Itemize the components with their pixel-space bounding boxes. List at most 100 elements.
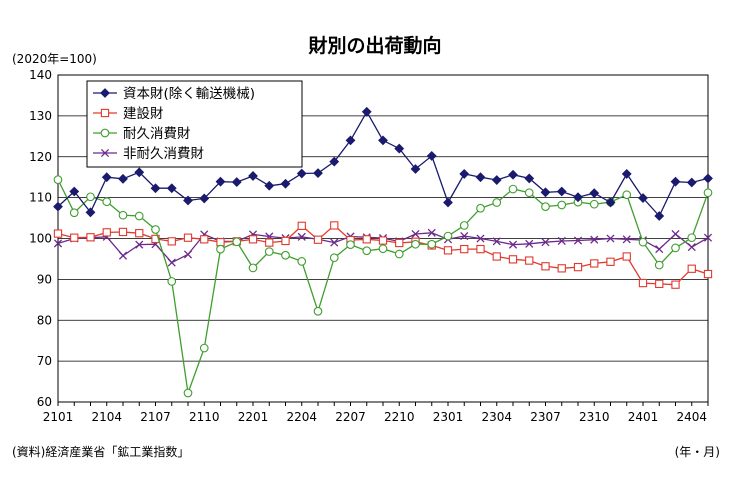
data-point bbox=[378, 135, 388, 146]
data-point bbox=[329, 253, 339, 263]
data-point bbox=[248, 235, 258, 244]
series-0 bbox=[53, 106, 713, 221]
data-point bbox=[102, 197, 112, 207]
data-point bbox=[378, 236, 388, 245]
source-note: (資料)経済産業省「鉱工業指数」 bbox=[12, 444, 189, 459]
data-point bbox=[150, 183, 161, 194]
legend-box bbox=[86, 80, 303, 168]
data-point bbox=[459, 169, 470, 179]
x-tick-label: 2304 bbox=[481, 410, 512, 424]
series-1 bbox=[53, 221, 713, 289]
data-point bbox=[248, 263, 258, 273]
x-tick-label: 2101 bbox=[43, 410, 74, 424]
data-point bbox=[297, 232, 306, 241]
data-point bbox=[459, 221, 469, 230]
data-point bbox=[134, 167, 145, 178]
y-tick-label: 140 bbox=[29, 68, 52, 82]
data-point bbox=[589, 188, 600, 199]
data-point bbox=[443, 197, 453, 208]
data-point bbox=[621, 169, 632, 179]
data-point bbox=[167, 237, 176, 246]
legend-label: 耐久消費財 bbox=[123, 126, 191, 142]
data-point bbox=[199, 343, 209, 353]
data-point bbox=[622, 235, 631, 244]
data-point bbox=[313, 306, 323, 316]
data-point bbox=[183, 388, 193, 398]
data-point bbox=[86, 192, 95, 202]
data-point bbox=[540, 187, 551, 198]
data-point bbox=[53, 175, 63, 184]
data-point bbox=[183, 195, 193, 206]
data-point bbox=[525, 239, 534, 248]
data-point bbox=[378, 244, 388, 254]
data-point bbox=[135, 240, 144, 249]
series-2 bbox=[53, 175, 713, 398]
data-point bbox=[394, 249, 404, 259]
legend-marker bbox=[100, 88, 110, 98]
data-point bbox=[395, 238, 404, 248]
data-point bbox=[475, 172, 486, 183]
data-point bbox=[476, 203, 485, 213]
data-point bbox=[118, 173, 128, 184]
data-point bbox=[346, 240, 355, 249]
data-point bbox=[443, 231, 453, 241]
data-point bbox=[524, 188, 534, 198]
data-point bbox=[638, 237, 648, 247]
data-point bbox=[281, 250, 290, 260]
data-point bbox=[671, 243, 680, 253]
data-point bbox=[53, 229, 63, 238]
x-tick-label: 2204 bbox=[286, 410, 317, 424]
data-point bbox=[53, 239, 63, 248]
y-tick-label: 130 bbox=[29, 109, 52, 123]
data-point bbox=[264, 180, 275, 191]
data-point bbox=[508, 169, 518, 180]
data-point bbox=[541, 262, 550, 271]
data-point bbox=[622, 190, 632, 200]
data-point bbox=[329, 156, 340, 167]
data-point bbox=[297, 257, 307, 266]
data-point bbox=[589, 199, 599, 209]
y-tick-label: 120 bbox=[29, 150, 52, 164]
data-point bbox=[167, 258, 176, 267]
x-tick-label: 2104 bbox=[91, 410, 122, 424]
data-point bbox=[508, 184, 518, 194]
data-point bbox=[280, 178, 291, 189]
legend-label: 建設財 bbox=[123, 106, 164, 122]
data-point bbox=[638, 278, 648, 288]
data-point bbox=[411, 239, 420, 249]
data-point bbox=[151, 225, 160, 234]
data-point bbox=[606, 234, 615, 243]
data-point bbox=[361, 106, 372, 117]
data-point bbox=[102, 228, 111, 237]
data-point bbox=[557, 200, 567, 210]
data-point bbox=[394, 143, 405, 154]
data-point bbox=[541, 238, 550, 247]
legend-label: 資本財(除く輸送機械) bbox=[123, 86, 255, 102]
data-point bbox=[362, 235, 371, 244]
y-tick-label: 60 bbox=[37, 395, 52, 409]
data-point bbox=[135, 229, 144, 238]
data-point bbox=[199, 193, 210, 204]
x-tick-label: 2210 bbox=[384, 410, 415, 424]
y-tick-label: 110 bbox=[29, 191, 52, 205]
x-tick-label: 2310 bbox=[579, 410, 610, 424]
x-tick-label: 2201 bbox=[238, 410, 269, 424]
x-tick-label: 2107 bbox=[140, 410, 171, 424]
data-point bbox=[231, 177, 242, 187]
data-point bbox=[541, 202, 550, 211]
data-point bbox=[69, 186, 80, 197]
data-point bbox=[410, 164, 421, 174]
data-point bbox=[69, 208, 79, 218]
data-point bbox=[411, 229, 420, 239]
data-point bbox=[134, 211, 144, 221]
data-point bbox=[183, 233, 193, 242]
legend-item: 資本財(除く輸送機械) bbox=[93, 86, 255, 102]
x-tick-label: 2401 bbox=[628, 410, 659, 424]
y-axis-ticks: 60 70 80 90 100 110 120 130 140 bbox=[29, 68, 52, 409]
data-point bbox=[200, 235, 209, 244]
y-tick-label: 90 bbox=[37, 272, 52, 286]
legend-marker bbox=[100, 148, 110, 158]
data-point bbox=[655, 245, 664, 254]
legend-marker bbox=[100, 108, 110, 118]
